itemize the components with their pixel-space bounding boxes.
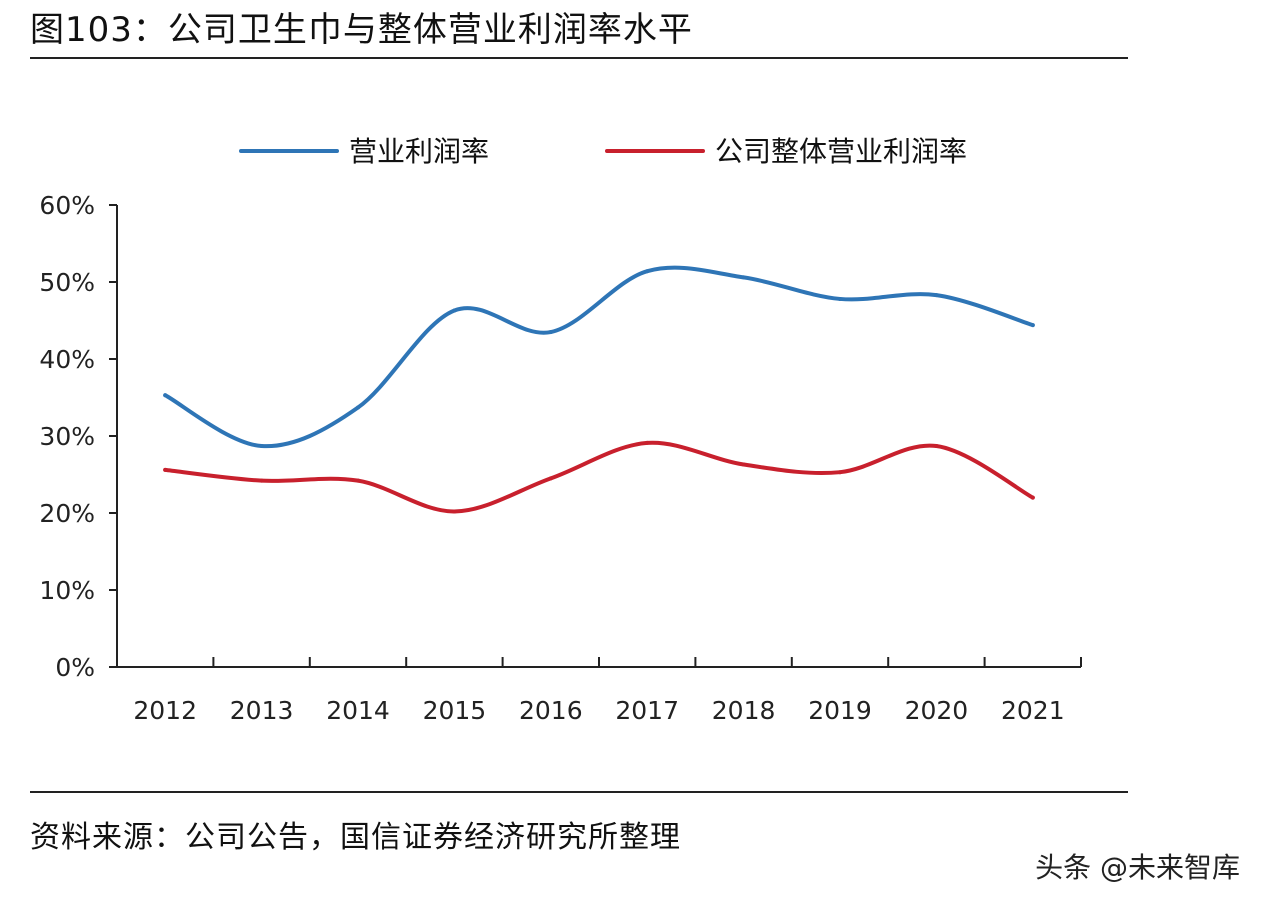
y-tick-label: 40% (39, 345, 95, 374)
data-point (452, 509, 457, 514)
data-point (356, 405, 360, 410)
data-point (452, 308, 457, 313)
data-point (356, 478, 360, 483)
data-point (934, 444, 939, 449)
x-tick-label: 2017 (615, 696, 679, 725)
data-point (741, 275, 746, 280)
data-point (645, 440, 650, 445)
watermark: 头条 @未来智库 (1035, 851, 1240, 884)
x-tick-label: 2014 (326, 696, 390, 725)
data-point (259, 444, 264, 449)
data-point (1030, 323, 1035, 328)
data-point (1030, 495, 1035, 500)
data-point (163, 467, 168, 472)
data-point (838, 470, 842, 475)
x-tick-label: 2020 (905, 696, 969, 725)
y-tick-label: 30% (39, 422, 95, 451)
series-layer (163, 265, 1035, 514)
x-tick-label: 2013 (230, 696, 294, 725)
figure-title: 图103：公司卫生巾与整体营业利润率水平 (30, 10, 693, 50)
data-point (645, 269, 650, 274)
y-tick-label: 60% (39, 191, 95, 220)
data-point (548, 330, 553, 335)
x-tick-label: 2015 (423, 696, 487, 725)
y-tick-label: 10% (39, 576, 95, 605)
bottom-rule (30, 791, 1128, 793)
data-point (741, 462, 746, 467)
series-line-1 (163, 265, 1035, 449)
legend-label: 营业利润率 (349, 135, 489, 168)
y-axis: 0% 10% 20% 30% 40% 50% 60% (39, 191, 118, 682)
source-note: 资料来源：公司公告，国信证券经济研究所整理 (30, 820, 681, 855)
x-tick-label: 2012 (133, 696, 197, 725)
x-axis: 2012 2013 2014 2015 2016 2017 2018 2019 2020 2021 (116, 657, 1082, 725)
data-point (548, 476, 553, 481)
series-line-2 (163, 440, 1035, 514)
x-tick-label: 2016 (519, 696, 583, 725)
y-tick-label: 0% (55, 653, 95, 682)
chart-legend: 营业利润率 公司整体营业利润率 (239, 135, 967, 168)
legend-label: 公司整体营业利润率 (715, 135, 967, 168)
y-tick-label: 50% (39, 268, 95, 297)
x-tick-label: 2021 (1001, 696, 1065, 725)
data-point (259, 478, 264, 483)
x-tick-label: 2018 (712, 696, 776, 725)
data-point (838, 296, 842, 301)
top-rule (30, 57, 1128, 59)
y-tick-label: 20% (39, 499, 95, 528)
data-point (934, 293, 939, 298)
x-tick-label: 2019 (808, 696, 872, 725)
data-point (163, 393, 168, 398)
